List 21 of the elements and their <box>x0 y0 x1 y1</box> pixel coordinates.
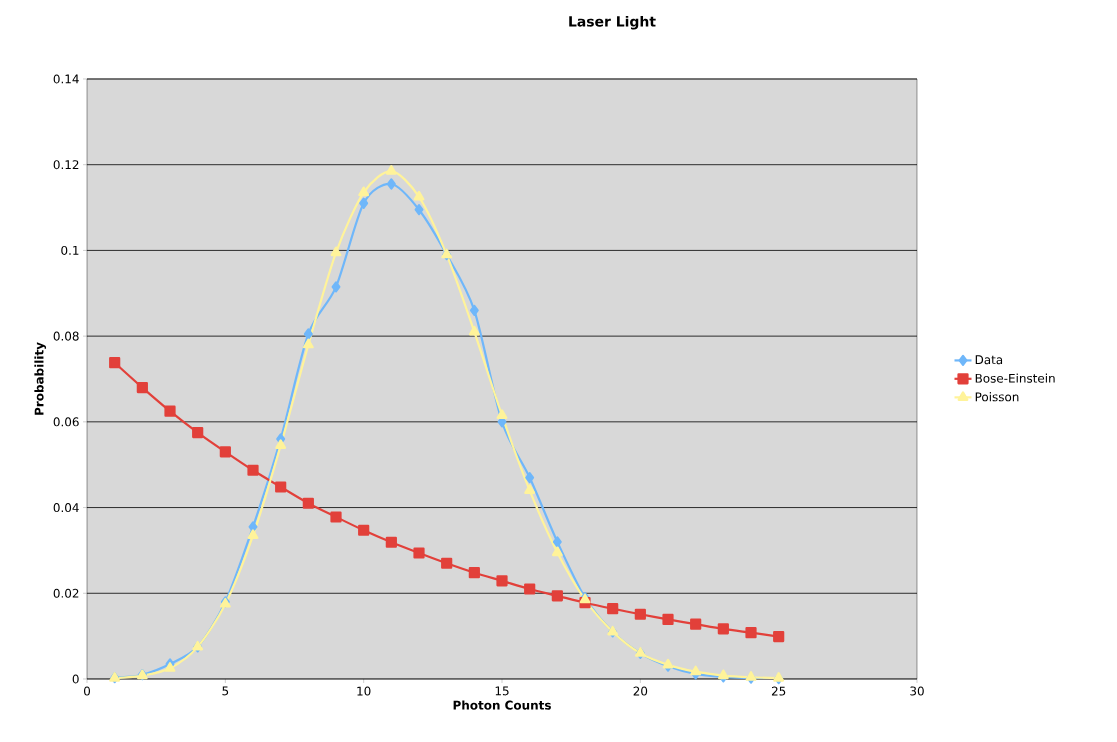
y-tick-label: 0.02 <box>53 588 79 598</box>
legend-label: Data <box>975 355 1003 365</box>
y-tick-label: 0.1 <box>61 245 79 255</box>
y-tick-label: 0.14 <box>53 74 79 84</box>
chart-title: Laser Light <box>569 15 656 30</box>
legend-label: Poisson <box>975 392 1019 402</box>
legend-label: Bose-Einstein <box>975 373 1055 383</box>
y-tick-label: 0.12 <box>53 160 79 170</box>
x-tick-label: 0 <box>83 686 91 696</box>
x-tick-label: 10 <box>357 686 371 696</box>
x-tick-label: 5 <box>222 686 229 696</box>
y-tick-label: 0.08 <box>53 331 79 341</box>
x-tick-label: 30 <box>910 686 924 696</box>
x-tick-label: 20 <box>633 686 648 696</box>
x-tick-label: 25 <box>771 686 786 696</box>
y-tick-label: 0.06 <box>53 417 79 427</box>
y-axis-title: Probability <box>34 342 47 415</box>
x-tick-label: 15 <box>495 686 509 696</box>
y-tick-label: 0 <box>72 674 79 684</box>
y-tick-label: 0.04 <box>53 503 79 513</box>
x-axis-title: Photon Counts <box>453 700 551 710</box>
